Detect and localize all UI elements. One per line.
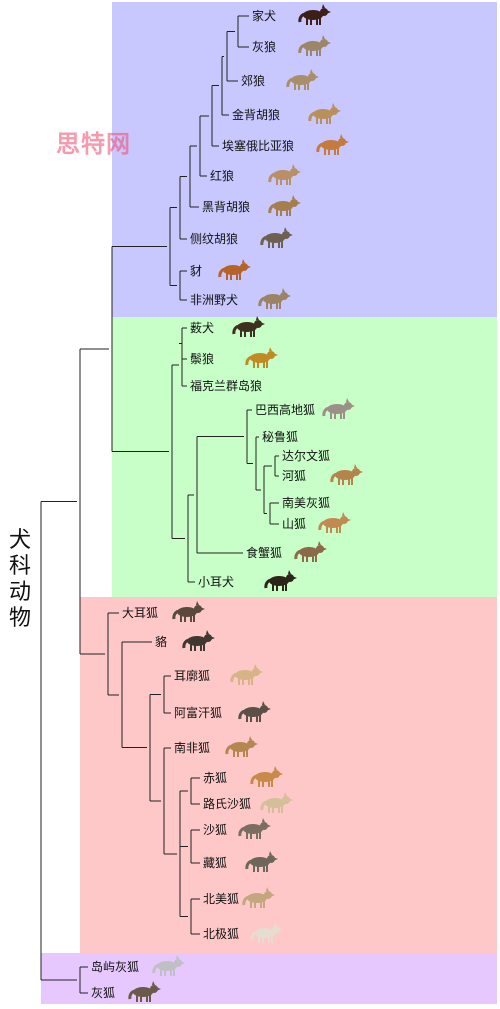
species-label: 侧纹胡狼 bbox=[190, 232, 239, 246]
species-label: 红狼 bbox=[210, 169, 235, 183]
animal-icon bbox=[260, 792, 293, 813]
species-label: 巴西高地狐 bbox=[255, 403, 316, 417]
species-label: 灰狐 bbox=[91, 986, 116, 1000]
animal-icon bbox=[218, 259, 251, 280]
species-label: 秘鲁狐 bbox=[262, 430, 299, 444]
species-label: 鬃狼 bbox=[190, 352, 215, 366]
species-label: 达尔文狐 bbox=[282, 449, 331, 463]
animal-icon bbox=[225, 736, 258, 757]
species-label: 灰狼 bbox=[252, 40, 277, 54]
animal-icon bbox=[264, 570, 297, 591]
animal-icon bbox=[245, 851, 278, 872]
animal-icon bbox=[258, 288, 291, 309]
species-label: 河狐 bbox=[282, 469, 307, 483]
species-label: 食蟹狐 bbox=[246, 546, 283, 560]
species-label: 薮犬 bbox=[190, 321, 215, 335]
animal-icon bbox=[298, 35, 331, 56]
animal-icon bbox=[322, 398, 355, 419]
animal-icon bbox=[182, 630, 215, 651]
animal-icon bbox=[268, 164, 301, 185]
species-label: 岛屿灰狐 bbox=[91, 960, 140, 974]
animal-icon bbox=[316, 134, 349, 155]
species-label: 山狐 bbox=[282, 517, 307, 531]
animal-icon bbox=[245, 347, 278, 368]
species-label: 路氏沙狐 bbox=[203, 797, 252, 811]
species-label: 南非狐 bbox=[174, 741, 211, 755]
species-label: 福克兰群岛狼 bbox=[190, 379, 263, 393]
animal-icon bbox=[286, 69, 319, 90]
watermark: 思特网 bbox=[56, 130, 131, 158]
species-label: 藏狐 bbox=[203, 856, 228, 870]
species-label: 南美灰狐 bbox=[282, 496, 331, 510]
animal-icon bbox=[298, 4, 331, 25]
species-label: 赤狐 bbox=[203, 771, 228, 785]
species-label: 非洲野犬 bbox=[190, 293, 239, 307]
species-label: 貉 bbox=[155, 635, 168, 649]
species-label: 埃塞俄比亚狼 bbox=[222, 139, 295, 153]
animal-icon bbox=[294, 541, 327, 562]
animal-icon bbox=[308, 103, 341, 124]
animal-icon bbox=[268, 195, 301, 216]
species-label: 小耳犬 bbox=[198, 575, 235, 589]
animal-icon bbox=[250, 766, 283, 787]
species-label: 金背胡狼 bbox=[232, 108, 281, 122]
animal-icon bbox=[238, 701, 271, 722]
clade-panel-wolf-like bbox=[112, 2, 497, 317]
species-label: 北美狐 bbox=[203, 892, 240, 906]
species-label: 耳廓狐 bbox=[174, 669, 211, 683]
species-label: 黑背胡狼 bbox=[202, 200, 251, 214]
animal-icon bbox=[250, 922, 283, 943]
animal-icon bbox=[242, 887, 275, 908]
species-label: 大耳狐 bbox=[122, 606, 159, 620]
species-label: 沙狐 bbox=[203, 823, 228, 837]
animal-icon bbox=[330, 464, 363, 485]
animal-icon bbox=[152, 955, 185, 976]
species-label: 郊狼 bbox=[241, 74, 266, 88]
animal-icon bbox=[238, 818, 271, 839]
clade-panel-grey-fox bbox=[41, 953, 497, 1004]
species-label: 豺 bbox=[190, 264, 203, 278]
species-label: 北极狐 bbox=[203, 927, 240, 941]
animal-icon bbox=[260, 227, 293, 248]
root-label: 犬科动物 bbox=[9, 528, 32, 631]
species-label: 家犬 bbox=[252, 9, 277, 23]
animal-icon bbox=[230, 664, 263, 685]
animal-icon bbox=[128, 981, 161, 1002]
animal-icon bbox=[232, 316, 265, 337]
animal-icon bbox=[172, 601, 205, 622]
animal-icon bbox=[318, 512, 351, 533]
species-label: 阿富汗狐 bbox=[174, 706, 223, 720]
